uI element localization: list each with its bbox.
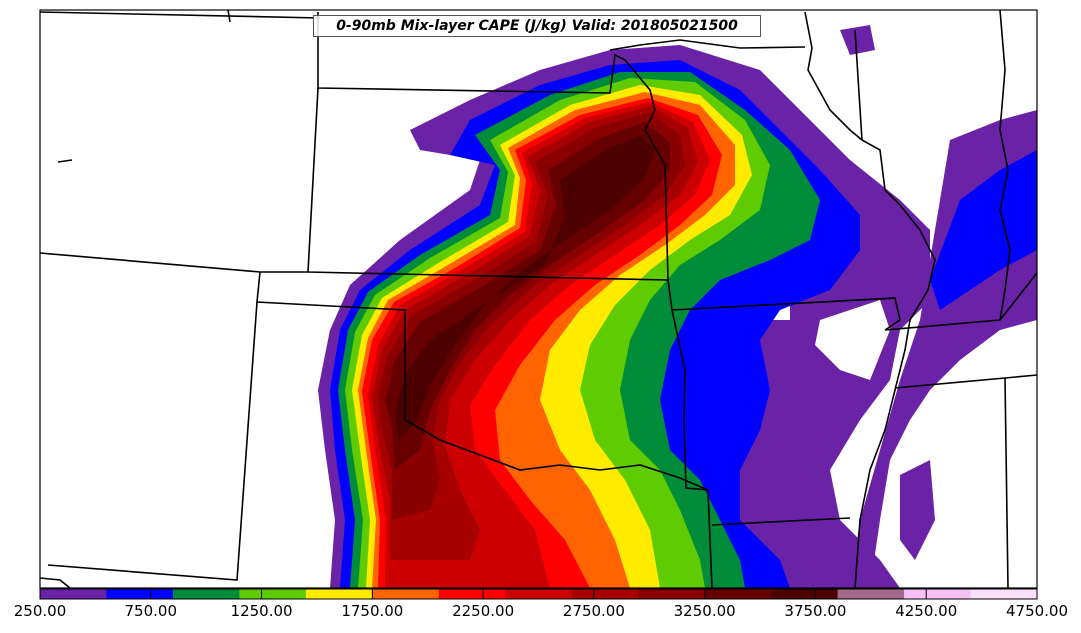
cape-shading (40, 10, 1037, 588)
colorbar-tick-label: 4750.00 (1005, 602, 1069, 620)
colorbar-tick-label: 2750.00 (562, 602, 625, 620)
colorbar-tick-label: 1250.00 (230, 602, 293, 620)
colorbar-segment (172, 589, 240, 599)
map-title: 0-90mb Mix-layer CAPE (J/kg) Valid: 2018… (313, 15, 761, 37)
colorbar-segment (239, 589, 307, 599)
colorbar-segment (372, 589, 440, 599)
state-boundaries (40, 10, 1037, 588)
colorbar-tick-label: 750.00 (124, 602, 178, 620)
colorbar-segment (305, 589, 373, 599)
colorbar-segment (571, 589, 639, 599)
colorbar-segment (638, 589, 706, 599)
colorbar-segment (505, 589, 573, 599)
plot-frame (39, 9, 1038, 589)
colorbar-tick-label: 2250.00 (452, 602, 515, 620)
colorbar-tick-label: 1750.00 (341, 602, 404, 620)
colorbar-segment (904, 589, 972, 599)
colorbar-tick-label: 3750.00 (784, 602, 847, 620)
colorbar-segment (40, 589, 107, 599)
colorbar-tick-label: 250.00 (13, 602, 67, 620)
colorbar-segment (970, 589, 1038, 599)
colorbar-segment (106, 589, 174, 599)
colorbar-segment (771, 589, 839, 599)
colorbar-segment (837, 589, 905, 599)
colorbar-segment (438, 589, 506, 599)
colorbar (39, 588, 1038, 600)
colorbar-tick-label: 4250.00 (895, 602, 958, 620)
colorbar-segment (704, 589, 772, 599)
colorbar-tick-label: 3250.00 (673, 602, 736, 620)
